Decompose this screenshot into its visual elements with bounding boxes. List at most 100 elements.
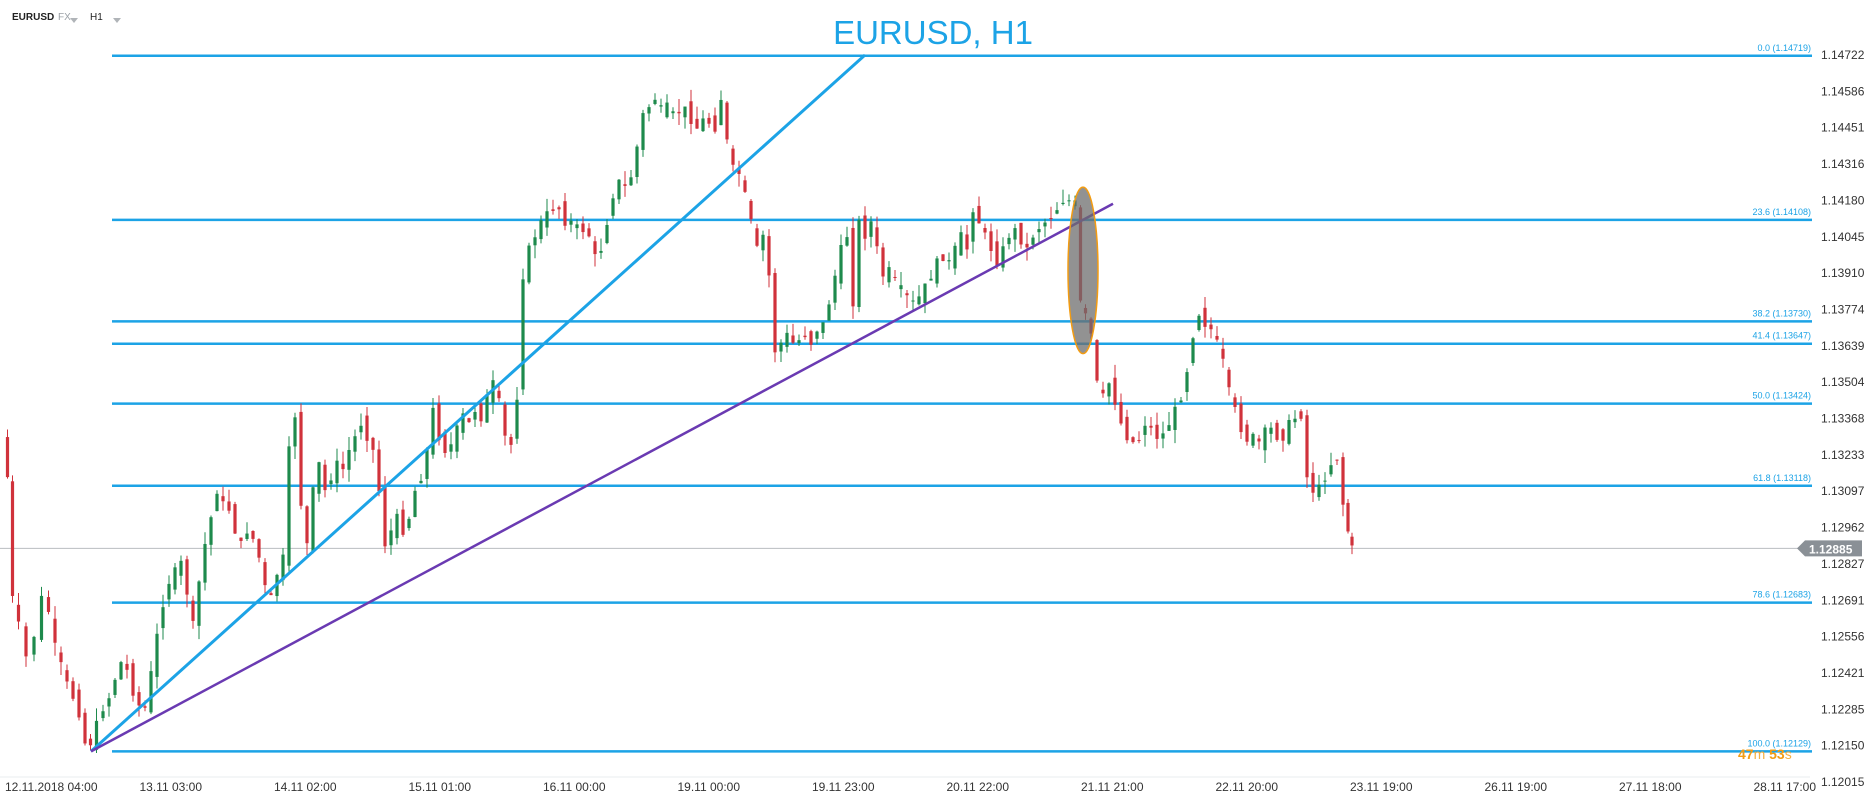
- candle-body: [1001, 246, 1005, 268]
- candle-body: [65, 670, 69, 682]
- candle-body: [1043, 222, 1047, 227]
- candle-body: [1019, 222, 1023, 245]
- candle-body: [557, 207, 561, 210]
- candle-body: [971, 212, 975, 242]
- candle-body: [965, 234, 969, 250]
- toolbar: EURUSD FX H1: [0, 0, 1866, 34]
- candle-body: [647, 107, 651, 114]
- candle-body: [677, 111, 681, 114]
- candle-body: [467, 418, 471, 423]
- y-tick-label: 1.12015: [1821, 775, 1865, 789]
- candle-body: [257, 539, 261, 558]
- candle-body: [1101, 389, 1105, 394]
- candle-body: [959, 232, 963, 256]
- blue-trendline[interactable]: [89, 53, 867, 753]
- y-tick-label: 1.13910: [1821, 266, 1865, 280]
- candle-body: [119, 662, 123, 680]
- candle-body: [233, 504, 237, 534]
- candle-body: [485, 394, 489, 423]
- candle-body: [701, 118, 705, 132]
- candle-body: [317, 462, 321, 494]
- candle-body: [1329, 465, 1333, 475]
- candle-body: [39, 595, 44, 640]
- candle-body: [155, 633, 159, 677]
- candle-body: [1233, 397, 1237, 407]
- x-tick-label: 27.11 18:00: [1619, 780, 1682, 794]
- candle-body: [1203, 307, 1207, 327]
- candle-body: [479, 403, 483, 422]
- candle-body: [929, 278, 933, 281]
- candle-body: [269, 593, 273, 596]
- fibonacci-retracement[interactable]: 0.0 (1.14719) 23.6 (1.14108) 38.2 (1.13730…: [112, 43, 1812, 753]
- candle-body: [1167, 425, 1171, 431]
- candle-body: [53, 618, 57, 643]
- x-tick-label: 15.11 01:00: [409, 780, 472, 794]
- candle-body: [1131, 437, 1135, 443]
- candle-body: [521, 279, 525, 390]
- candle-body: [1125, 416, 1129, 441]
- candle-body: [515, 399, 519, 439]
- candle-body: [227, 501, 231, 511]
- trendlines[interactable]: [89, 53, 1114, 753]
- candle-body: [191, 600, 195, 621]
- candle-body: [563, 201, 567, 226]
- candle-body: [329, 480, 333, 485]
- candle-body: [917, 296, 921, 305]
- candle-body: [659, 105, 663, 107]
- candle-body: [461, 413, 465, 433]
- candle-body: [24, 626, 28, 657]
- fib-level-label: 78.6 (1.12683): [1752, 590, 1811, 600]
- y-tick-label: 1.12691: [1821, 593, 1865, 607]
- x-tick-label: 12.11.2018 04:00: [5, 780, 98, 794]
- candle-body: [347, 449, 351, 470]
- candle-body: [785, 332, 789, 347]
- y-axis: 1.14722 1.14586 1.14451 1.14316 1.14180 1.140…: [0, 48, 1865, 789]
- timeframe-dropdown-caret-icon[interactable]: [113, 18, 121, 23]
- candle-body: [449, 444, 453, 452]
- y-tick-label: 1.12827: [1821, 557, 1865, 571]
- candle-body: [941, 254, 945, 261]
- candle-body: [743, 180, 747, 192]
- candle-body: [16, 604, 21, 622]
- candle-body: [1215, 335, 1219, 340]
- candle-body: [977, 205, 981, 224]
- candle-body: [1311, 472, 1315, 493]
- candle-body: [395, 513, 399, 539]
- candle-body: [1275, 422, 1279, 440]
- candle-body: [1061, 202, 1065, 204]
- candle-body: [293, 417, 297, 447]
- candle-body: [599, 250, 603, 253]
- candle-body: [587, 228, 591, 237]
- candle-body: [611, 198, 615, 216]
- timeframe-label[interactable]: H1: [90, 12, 103, 23]
- candle-body: [239, 537, 243, 541]
- candle-body: [179, 560, 183, 576]
- purple-trendline[interactable]: [90, 202, 1114, 753]
- candle-body: [1143, 425, 1147, 435]
- fib-level-label: 23.6 (1.14108): [1752, 207, 1811, 217]
- candle-body: [323, 464, 327, 491]
- candle-body: [1299, 411, 1303, 419]
- candle-body: [635, 146, 639, 177]
- y-tick-label: 1.12150: [1821, 739, 1865, 753]
- candle-body: [437, 403, 441, 441]
- x-tick-label: 26.11 19:00: [1485, 780, 1548, 794]
- symbol-label[interactable]: EURUSD: [12, 12, 55, 23]
- fib-level-label: 38.2 (1.13730): [1752, 308, 1811, 318]
- candle-body: [1013, 228, 1017, 240]
- candle-body: [629, 177, 633, 186]
- candle-body: [377, 449, 381, 492]
- candle-body: [221, 496, 225, 502]
- candle-body: [173, 567, 177, 590]
- timer-minutes-unit: m: [1753, 746, 1766, 762]
- candle-body: [32, 636, 36, 655]
- candle-body: [683, 106, 687, 118]
- candle-body: [59, 652, 63, 663]
- fib-level-label: 0.0 (1.14719): [1757, 43, 1811, 53]
- market-dropdown-caret-icon[interactable]: [70, 18, 78, 23]
- annotations: [1067, 186, 1099, 355]
- market-label[interactable]: FX: [58, 12, 71, 23]
- candle-body: [953, 245, 957, 269]
- candle-body: [161, 607, 165, 629]
